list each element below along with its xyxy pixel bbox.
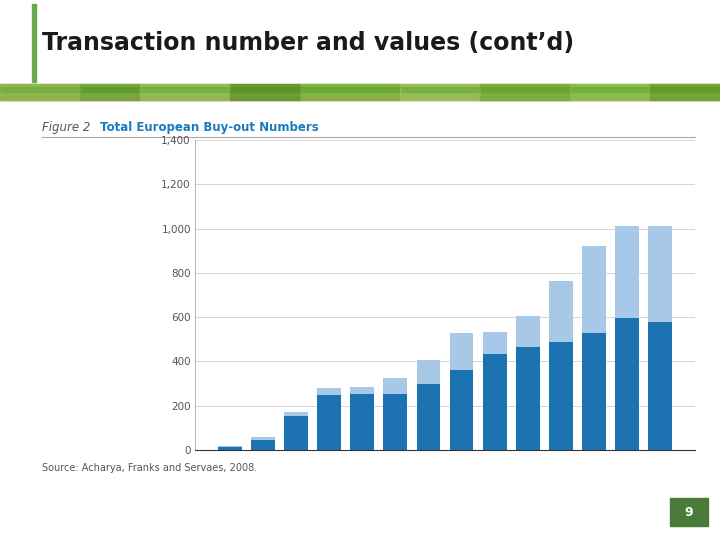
Bar — [350, 387, 374, 394]
Bar — [0, 84, 80, 100]
Bar — [670, 498, 708, 526]
Bar — [32, 4, 36, 82]
Bar — [251, 440, 275, 450]
Bar — [449, 370, 474, 450]
Bar — [483, 332, 507, 354]
Bar — [616, 226, 639, 318]
Bar — [0, 96, 720, 100]
Bar — [0, 100, 720, 540]
Bar — [383, 378, 408, 394]
Bar — [300, 84, 400, 100]
Bar — [317, 388, 341, 395]
Bar — [251, 437, 275, 440]
Bar — [480, 84, 570, 100]
Text: Figure 2: Figure 2 — [42, 120, 91, 133]
Bar — [582, 333, 606, 450]
Bar — [582, 246, 606, 333]
Bar — [217, 447, 242, 450]
Bar — [140, 84, 230, 100]
Bar — [284, 416, 308, 450]
Bar — [549, 341, 573, 450]
Bar — [0, 84, 720, 100]
Bar — [570, 84, 650, 100]
Bar — [383, 394, 408, 450]
Bar — [616, 318, 639, 450]
Bar — [317, 395, 341, 450]
Bar — [0, 0, 720, 85]
Text: Total European Buy-out Numbers: Total European Buy-out Numbers — [100, 120, 319, 133]
Bar — [80, 84, 140, 100]
Text: Transaction number and values (cont’d): Transaction number and values (cont’d) — [42, 31, 574, 55]
Bar — [516, 347, 540, 450]
Bar — [230, 84, 300, 100]
Bar — [650, 84, 720, 100]
Bar — [416, 383, 441, 450]
Bar — [549, 281, 573, 341]
Bar — [350, 394, 374, 450]
Bar — [649, 226, 672, 322]
Bar — [449, 333, 474, 370]
Bar — [400, 84, 480, 100]
Bar — [649, 322, 672, 450]
Text: Source: Acharya, Franks and Servaes, 2008.: Source: Acharya, Franks and Servaes, 200… — [42, 463, 257, 473]
Bar — [284, 413, 308, 416]
Bar — [483, 354, 507, 450]
Bar — [516, 316, 540, 347]
Bar — [0, 87, 720, 92]
Bar — [416, 360, 441, 383]
Bar — [217, 446, 242, 447]
Text: 9: 9 — [685, 505, 693, 518]
